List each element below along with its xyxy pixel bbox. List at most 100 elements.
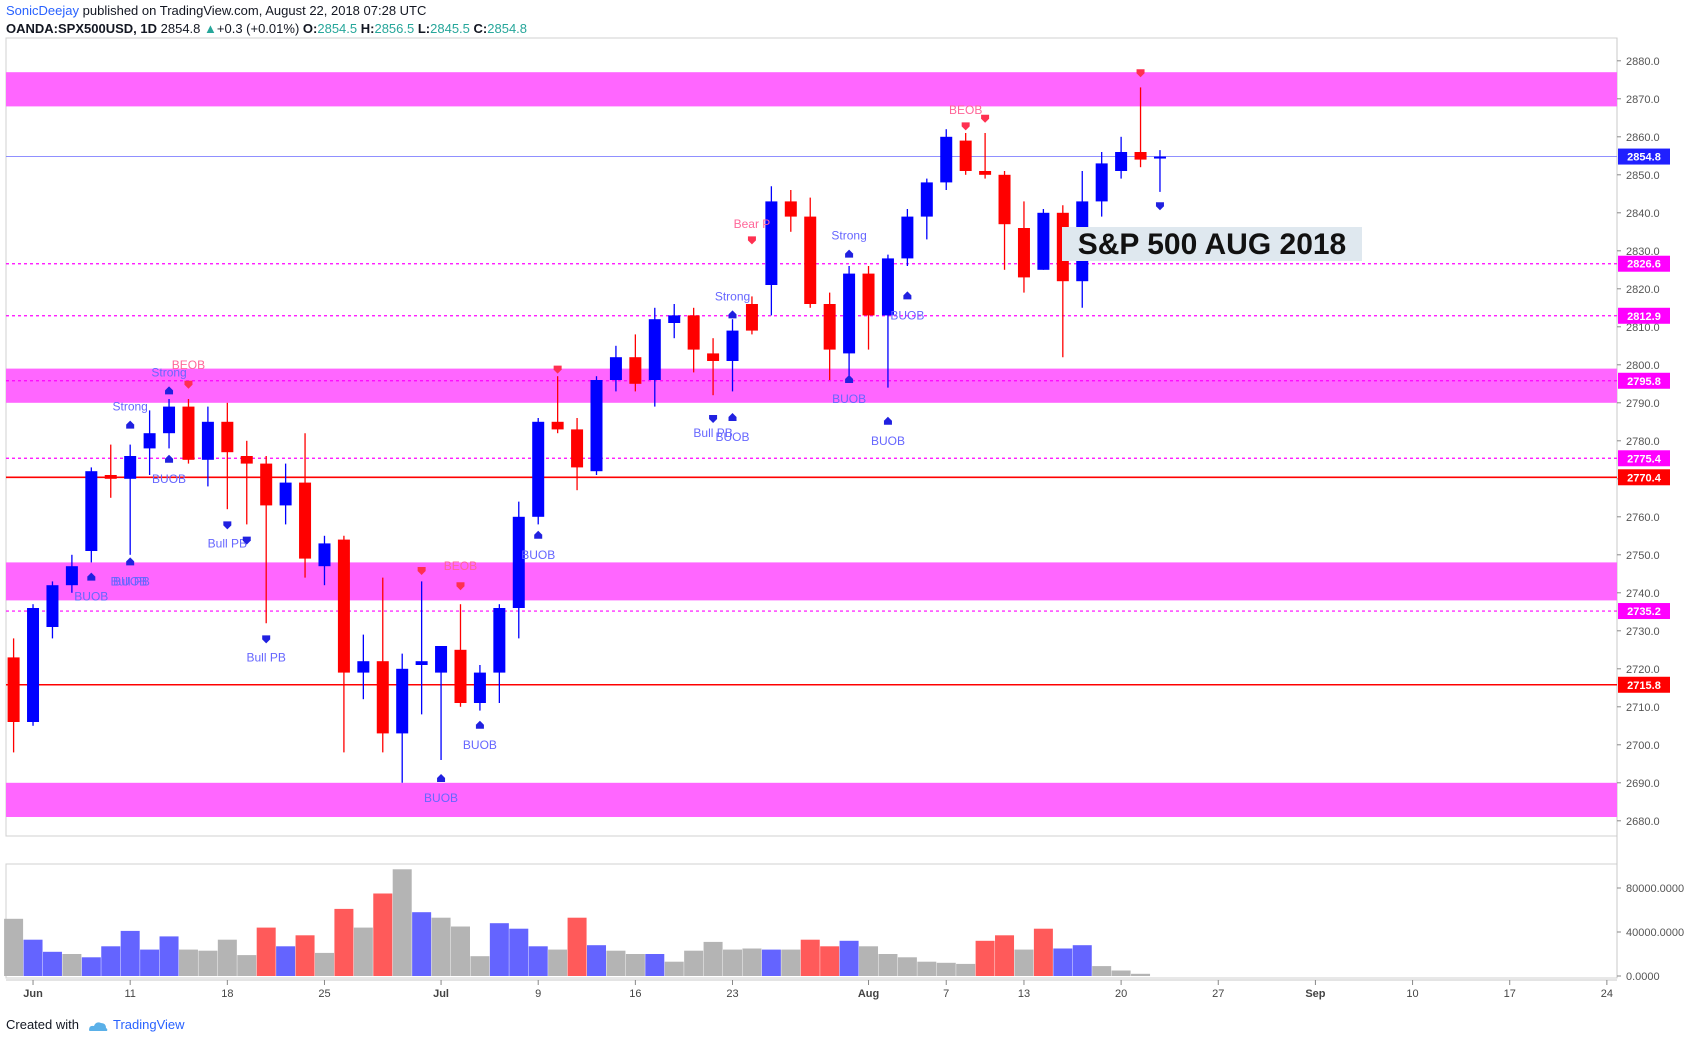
candle-body [124,456,137,479]
candle [1017,201,1030,293]
candle [493,604,506,703]
x-tick-label: 20 [1115,988,1127,1000]
candle-body [979,171,992,175]
symbol-label: OANDA:SPX500USD, 1D [6,21,157,36]
candle-body [784,201,797,217]
y-tick-label: 2880.0 [1626,56,1660,68]
candle-body [629,357,642,384]
arrow-up-marker-icon [728,413,737,421]
volume-bar [140,949,160,976]
candle-body [901,216,914,259]
candle [396,653,409,783]
open-label: O: [302,21,318,36]
candle-body [707,353,720,361]
candle [590,376,603,475]
candle-body [473,672,486,703]
candle [318,535,331,586]
volume-bar [1072,945,1092,976]
y-tick-label: 2810.0 [1626,322,1660,334]
volume-bar [781,949,801,976]
x-tick-label: Aug [858,988,879,1000]
price-chart[interactable]: 2680.02690.02700.02710.02720.02730.02740… [0,0,1708,1010]
x-tick-label: 11 [124,988,135,1000]
candle-body [590,380,603,472]
volume-bar [101,946,121,976]
arrow-down-marker-icon [262,635,271,644]
candle [726,319,739,392]
volume-bar [664,961,684,976]
volume-bar [392,869,412,976]
signal-label: Strong [715,289,750,303]
volume-bar [314,952,334,976]
signal-label: Bull PB [111,574,150,588]
candle-body [765,201,778,285]
signal-label: Bull PB [693,426,732,440]
volume-bar [567,917,587,976]
candle-body [415,661,428,665]
candle [823,292,836,380]
y-tick-label: 2870.0 [1626,94,1660,106]
y-tick-label: 2720.0 [1626,664,1660,676]
close-label: C: [473,21,488,36]
arrow-up-marker-icon [126,420,135,429]
candle [532,418,545,525]
support-level-tag-label: 2770.4 [1627,472,1662,484]
candle-body [648,319,661,380]
candle [901,209,914,266]
volume-bar [42,951,62,976]
candle-body [881,258,894,316]
candle [648,307,661,407]
dotted-level-tag [1618,603,1670,620]
candle [707,338,720,396]
author-link[interactable]: SonicDeejay [6,3,79,18]
candle [687,307,700,373]
candle-body [65,566,78,586]
volume-bar [276,946,296,976]
volume-bar [723,949,743,976]
arrow-up-marker-icon [165,454,174,463]
candle-body [1017,228,1030,278]
volume-bar [1092,966,1112,976]
signal-label: BUOB [832,392,866,406]
arrow-down-marker-icon [747,236,756,245]
y-tick-label: 2730.0 [1626,626,1660,638]
change-arrow-icon: ▲ [204,21,217,36]
y-tick-label: 2690.0 [1626,778,1660,790]
change-value: +0.3 (+0.01%) [216,21,300,36]
signal-label: BEOB [444,559,477,573]
arrow-up-marker-icon [165,386,174,395]
y-tick-label: 2700.0 [1626,740,1660,752]
arrow-up-marker-icon [87,572,96,581]
arrow-down-marker-icon [1136,69,1145,78]
signal-label: Strong [151,365,186,379]
volume-bar [450,926,470,976]
volume-bar [4,918,24,976]
volume-bar [159,936,179,976]
volume-bar [587,945,606,976]
volume-bar [684,950,704,976]
candle [784,190,797,232]
y-tick-label: 2850.0 [1626,170,1660,182]
candle-body [163,406,176,434]
y-tick-label: 2800.0 [1626,360,1660,372]
candle-body [7,657,20,722]
volume-bar [295,935,315,976]
arrow-down-marker-icon [242,536,251,545]
candle-body [376,661,389,734]
arrow-up-marker-icon [437,774,446,782]
supply-demand-zone [6,368,1617,403]
candle-body [823,304,836,350]
candle [551,376,564,434]
close-value: 2854.8 [487,21,528,36]
volume-bar [81,957,101,976]
candle [959,133,972,175]
candle-body [862,273,875,316]
signal-label: BUOB [890,308,924,322]
signal-label: BUOB [463,738,497,752]
candle [357,634,370,700]
arrow-up-marker-icon [845,249,854,258]
tradingview-link[interactable]: TradingView [112,1017,185,1032]
signal-label: Bull PB [208,536,247,550]
candle [46,581,59,639]
candle-body [1095,163,1108,202]
